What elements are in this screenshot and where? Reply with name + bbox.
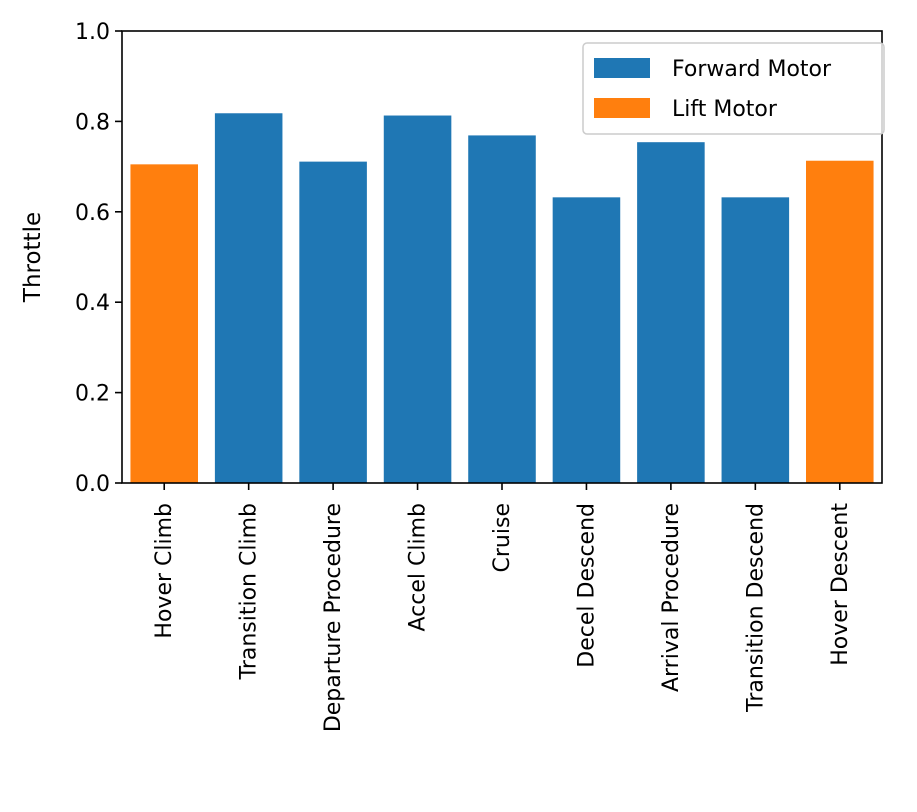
y-axis: 0.0 0.2 0.4 0.6 0.8 1.0: [75, 20, 122, 497]
bar-4: [468, 135, 536, 484]
legend-label: Lift Motor: [672, 97, 778, 122]
y-tick-label: 0.2: [75, 382, 110, 407]
plot-frame: [121, 30, 883, 484]
x-tick-label: Hover Descent: [828, 503, 853, 666]
y-tick-label: 1.0: [75, 20, 110, 45]
legend-swatch: [594, 98, 650, 118]
y-axis-label: Throttle: [20, 212, 46, 303]
bar-6: [637, 142, 705, 483]
bar-2: [299, 161, 367, 484]
y-tick-label: 0.8: [75, 110, 110, 135]
bar-3: [383, 115, 452, 484]
x-tick-label: Transition Descend: [743, 503, 768, 713]
x-tick-label: Arrival Procedure: [659, 503, 684, 692]
bar-5: [552, 197, 621, 483]
x-tick-label: Transition Climb: [237, 503, 262, 680]
x-axis: Hover Climb Transition Climb Departure Pro…: [152, 483, 853, 732]
x-tick-label: Accel Climb: [406, 503, 431, 631]
x-tick-label: Decel Descend: [574, 503, 599, 668]
bar-8: [806, 160, 874, 483]
legend: Forward Motor Lift Motor: [582, 42, 885, 135]
x-tick-label: Cruise: [490, 503, 515, 572]
bar-1: [214, 113, 283, 483]
legend-label: Forward Motor: [672, 57, 832, 82]
bars-group: [130, 113, 874, 484]
x-tick-label: Departure Procedure: [321, 503, 346, 732]
legend-swatch: [594, 58, 650, 78]
y-tick-label: 0.4: [75, 291, 110, 316]
y-tick-label: 0.6: [75, 201, 110, 226]
bar-7: [721, 197, 790, 483]
legend-frame: [582, 42, 885, 135]
x-tick-label: Hover Climb: [152, 503, 177, 639]
bar-0: [130, 164, 198, 483]
y-tick-label: 0.0: [75, 472, 110, 497]
